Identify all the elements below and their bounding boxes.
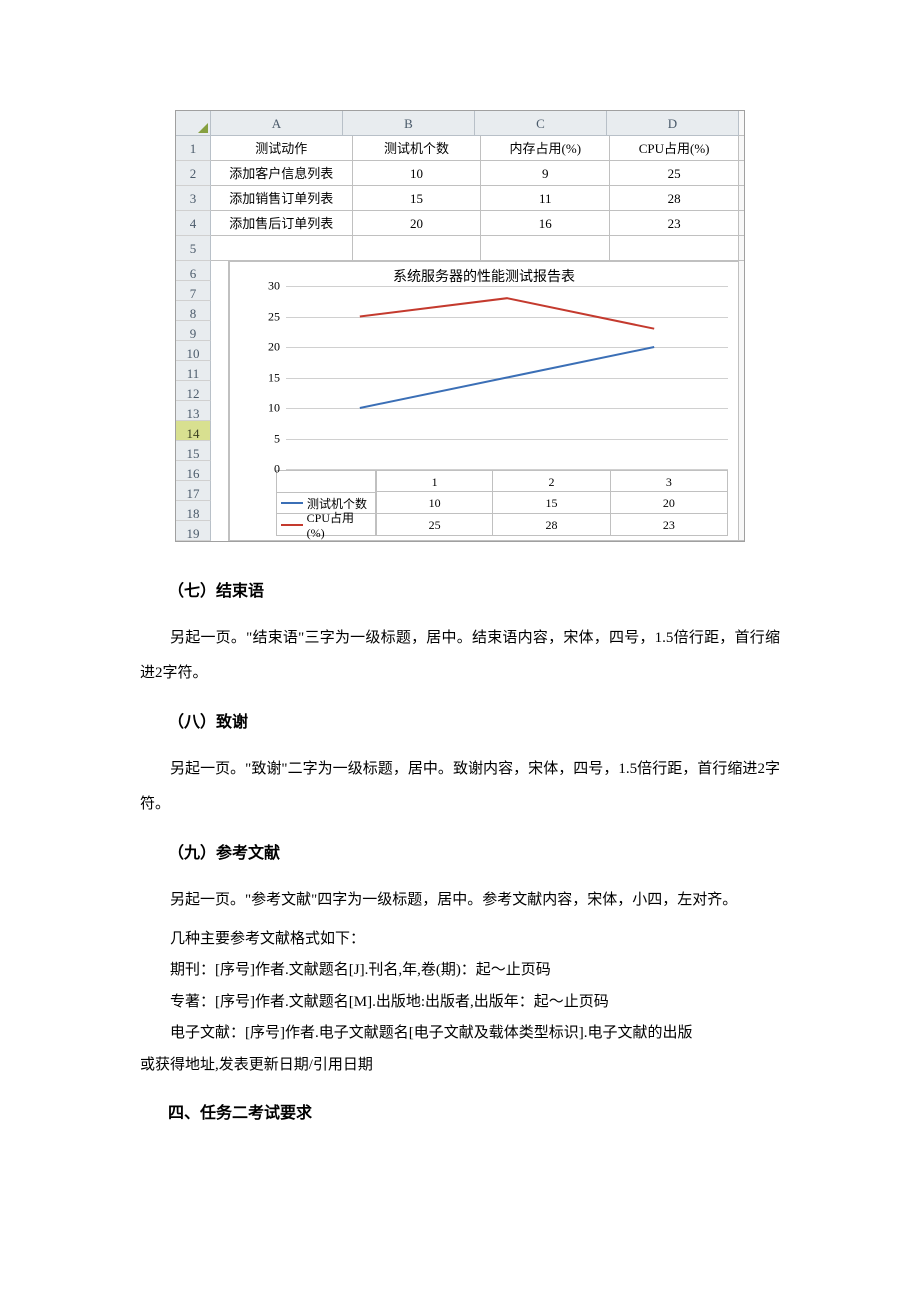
chart-data-cell: 15 <box>493 492 610 514</box>
cell: 添加客户信息列表 <box>211 161 353 186</box>
section-heading-9: （九）参考文献 <box>140 839 780 863</box>
y-axis-label: 10 <box>268 401 280 416</box>
cell: CPU占用(%) <box>610 136 739 161</box>
cell: 10 <box>353 161 482 186</box>
row-header: 3 <box>176 186 211 211</box>
section-heading-8: （八）致谢 <box>140 708 780 732</box>
cell: 测试动作 <box>211 136 353 161</box>
chart-data-cell: 25 <box>376 514 493 536</box>
cell: 测试机个数 <box>353 136 482 161</box>
row-header: 17 <box>176 481 211 501</box>
row-header: 8 <box>176 301 211 321</box>
row-header: 15 <box>176 441 211 461</box>
chart-series-line <box>360 298 654 329</box>
chart-title: 系统服务器的性能测试报告表 <box>230 262 738 286</box>
legend-line-red-icon <box>281 524 303 526</box>
chart-data-cell: 28 <box>493 514 610 536</box>
row-header: 13 <box>176 401 211 421</box>
cell: 15 <box>353 186 482 211</box>
legend-label: CPU占用(%) <box>307 509 371 541</box>
cell <box>481 236 610 261</box>
cell <box>353 236 482 261</box>
y-axis-label: 15 <box>268 370 280 385</box>
cell: 添加售后订单列表 <box>211 211 353 236</box>
legend-row-2: CPU占用(%) <box>276 514 376 536</box>
section-heading-task2: 四、任务二考试要求 <box>140 1099 780 1123</box>
cell: 25 <box>610 161 739 186</box>
cell <box>610 236 739 261</box>
y-axis-label: 5 <box>274 431 280 446</box>
col-header-d: D <box>607 111 739 136</box>
row-header: 5 <box>176 236 211 261</box>
row-header: 1 <box>176 136 211 161</box>
ref-format-journal: 期刊：[序号]作者.文献题名[J].刊名,年,卷(期)：起～止页码 <box>140 955 780 987</box>
section-heading-7: （七）结束语 <box>140 577 780 601</box>
col-header-a: A <box>211 111 343 136</box>
chart-category-label: 2 <box>493 470 610 492</box>
cell: 添加销售订单列表 <box>211 186 353 211</box>
cell: 11 <box>481 186 610 211</box>
chart-data-cell: 10 <box>376 492 493 514</box>
cell: 20 <box>353 211 482 236</box>
y-axis-label: 20 <box>268 340 280 355</box>
row-header: 19 <box>176 521 211 541</box>
col-header-b: B <box>343 111 475 136</box>
ref-intro: 几种主要参考文献格式如下： <box>140 924 780 956</box>
cell: 9 <box>481 161 610 186</box>
ref-format-electronic-l2: 或获得地址,发表更新日期/引用日期 <box>140 1050 780 1082</box>
cell <box>211 236 353 261</box>
cell: 28 <box>610 186 739 211</box>
chart-data-cell: 20 <box>611 492 728 514</box>
row-header: 16 <box>176 461 211 481</box>
row-header: 12 <box>176 381 211 401</box>
row-header: 7 <box>176 281 211 301</box>
row-header: 6 <box>176 261 211 281</box>
cell: 内存占用(%) <box>481 136 610 161</box>
row-header: 9 <box>176 321 211 341</box>
cell: 16 <box>481 211 610 236</box>
chart-data-table: 测试机个数 CPU占用(%) 110252152832023 <box>230 470 738 540</box>
col-header-c: C <box>475 111 607 136</box>
paragraph: 另起一页。"参考文献"四字为一级标题，居中。参考文献内容，宋体，小四，左对齐。 <box>140 883 780 918</box>
paragraph: 另起一页。"致谢"二字为一级标题，居中。致谢内容，宋体，四号，1.5倍行距，首行… <box>140 752 780 821</box>
embedded-chart: 系统服务器的性能测试报告表 051015202530 测试机个数 <box>229 261 739 541</box>
spreadsheet-select-all-corner <box>176 111 211 136</box>
row-header: 2 <box>176 161 211 186</box>
row-header: 18 <box>176 501 211 521</box>
row-header: 4 <box>176 211 211 236</box>
ref-format-book: 专著：[序号]作者.文献题名[M].出版地:出版者,出版年：起～止页码 <box>140 987 780 1019</box>
y-axis-label: 25 <box>268 309 280 324</box>
chart-category-label: 3 <box>611 470 728 492</box>
y-axis-label: 0 <box>274 462 280 477</box>
gridline <box>286 469 728 470</box>
legend-line-blue-icon <box>281 502 303 504</box>
chart-category-label: 1 <box>376 470 493 492</box>
paragraph: 另起一页。"结束语"三字为一级标题，居中。结束语内容，宋体，四号，1.5倍行距，… <box>140 621 780 690</box>
chart-data-cell: 23 <box>611 514 728 536</box>
cell: 23 <box>610 211 739 236</box>
y-axis-label: 30 <box>268 279 280 294</box>
ref-format-electronic-l1: 电子文献：[序号]作者.电子文献题名[电子文献及载体类型标识].电子文献的出版 <box>140 1018 780 1050</box>
spreadsheet-screenshot: A B C D 1 测试动作 测试机个数 内存占用(%) CPU占用(%) 2 … <box>175 110 745 542</box>
chart-series-line <box>360 347 654 408</box>
row-header-active: 14 <box>176 421 211 441</box>
row-header: 10 <box>176 341 211 361</box>
row-header: 11 <box>176 361 211 381</box>
